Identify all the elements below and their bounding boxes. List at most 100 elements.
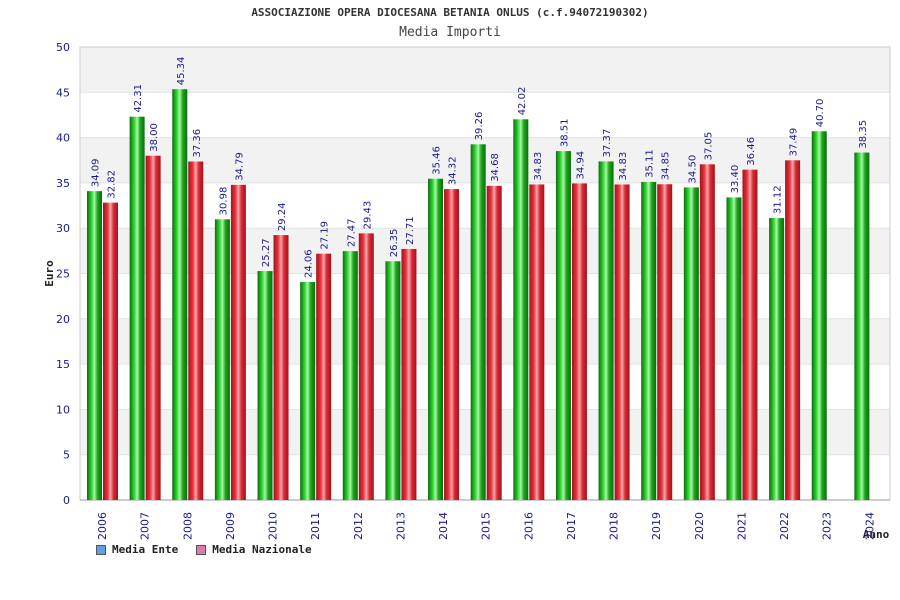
bar-media-ente-2012 bbox=[342, 251, 358, 500]
data-label: 27.47 bbox=[346, 218, 357, 247]
data-label: 24.06 bbox=[304, 249, 315, 278]
bar-media-ente-2008 bbox=[172, 89, 188, 500]
bar-media-nazionale-2015 bbox=[486, 185, 502, 500]
bar-media-ente-2010 bbox=[257, 271, 273, 500]
x-tick-label: 2014 bbox=[437, 512, 450, 540]
y-tick-label: 30 bbox=[56, 222, 70, 235]
bar-media-ente-2006 bbox=[87, 191, 102, 500]
bar-media-nazionale-2006 bbox=[103, 202, 118, 500]
x-tick-label: 2018 bbox=[608, 512, 621, 540]
y-tick-label: 35 bbox=[56, 177, 70, 190]
x-tick-label: 2012 bbox=[352, 512, 365, 540]
bar-media-nazionale-2007 bbox=[145, 155, 161, 500]
data-label: 34.50 bbox=[687, 155, 698, 184]
bar-media-ente-2014 bbox=[428, 178, 444, 500]
bar-media-ente-2007 bbox=[129, 116, 145, 501]
data-label: 40.70 bbox=[815, 99, 826, 128]
data-label: 37.36 bbox=[192, 129, 203, 158]
data-label: 42.31 bbox=[133, 84, 144, 113]
x-tick-label: 2009 bbox=[224, 512, 237, 540]
bar-media-nazionale-2020 bbox=[699, 164, 715, 500]
bar-media-nazionale-2016 bbox=[529, 184, 545, 501]
y-tick-label: 0 bbox=[63, 494, 70, 507]
data-label: 33.40 bbox=[730, 165, 741, 194]
x-tick-label: 2022 bbox=[778, 512, 791, 540]
plot-band bbox=[80, 92, 890, 138]
data-label: 31.12 bbox=[773, 185, 784, 214]
x-tick-label: 2008 bbox=[181, 512, 194, 540]
legend-swatch-media-ente bbox=[96, 544, 106, 555]
bar-media-nazionale-2013 bbox=[401, 248, 417, 500]
data-label: 32.82 bbox=[107, 170, 118, 199]
x-tick-label: 2015 bbox=[480, 512, 493, 540]
legend-item-media-ente: Media Ente bbox=[96, 543, 178, 556]
x-axis-title: Anno bbox=[863, 528, 890, 541]
x-tick-label: 2024 bbox=[863, 512, 876, 540]
y-axis-title: Euro bbox=[43, 260, 56, 287]
x-tick-label: 2016 bbox=[522, 512, 535, 540]
bar-media-nazionale-2008 bbox=[188, 161, 204, 500]
y-tick-label: 15 bbox=[56, 358, 70, 371]
bar-media-nazionale-2009 bbox=[230, 184, 246, 500]
bar-media-ente-2020 bbox=[683, 187, 699, 500]
data-label: 35.11 bbox=[645, 149, 656, 178]
data-label: 34.09 bbox=[90, 159, 101, 188]
x-tick-label: 2021 bbox=[735, 512, 748, 540]
bar-media-nazionale-2021 bbox=[742, 169, 758, 500]
bar-media-nazionale-2014 bbox=[444, 189, 460, 501]
data-label: 37.49 bbox=[789, 128, 800, 157]
data-label: 34.94 bbox=[575, 151, 586, 180]
data-label: 45.34 bbox=[176, 57, 187, 86]
y-tick-label: 50 bbox=[56, 41, 70, 54]
data-label: 27.19 bbox=[320, 221, 331, 250]
bar-media-ente-2009 bbox=[214, 219, 230, 500]
legend-item-media-nazionale: Media Nazionale bbox=[196, 543, 312, 556]
bar-media-ente-2021 bbox=[726, 197, 742, 500]
bar-media-nazionale-2018 bbox=[614, 184, 630, 501]
y-tick-label: 20 bbox=[56, 313, 70, 326]
bar-media-ente-2022 bbox=[769, 218, 785, 500]
x-tick-label: 2017 bbox=[565, 512, 578, 540]
data-label: 29.43 bbox=[362, 201, 373, 230]
data-label: 34.79 bbox=[234, 152, 245, 181]
bar-media-ente-2015 bbox=[470, 144, 486, 501]
x-tick-label: 2010 bbox=[267, 512, 280, 540]
data-label: 26.35 bbox=[389, 229, 400, 258]
data-label: 25.27 bbox=[261, 238, 272, 267]
data-label: 29.24 bbox=[277, 202, 288, 231]
data-label: 35.46 bbox=[432, 146, 443, 175]
plot-band bbox=[80, 47, 890, 93]
legend-swatch-media-nazionale bbox=[196, 544, 207, 555]
legend-label-media-nazionale: Media Nazionale bbox=[212, 543, 312, 556]
data-label: 37.05 bbox=[703, 132, 714, 161]
bar-media-nazionale-2017 bbox=[571, 183, 587, 500]
data-label: 34.83 bbox=[533, 152, 544, 181]
data-label: 34.85 bbox=[661, 152, 672, 181]
y-tick-label: 5 bbox=[63, 449, 70, 462]
x-tick-label: 2013 bbox=[394, 512, 407, 540]
x-tick-label: 2011 bbox=[309, 512, 322, 540]
bar-media-nazionale-2019 bbox=[657, 184, 673, 500]
x-tick-label: 2023 bbox=[821, 512, 834, 540]
data-label: 42.02 bbox=[517, 87, 528, 116]
x-tick-label: 2019 bbox=[650, 512, 663, 540]
bar-media-nazionale-2010 bbox=[273, 235, 289, 500]
bar-media-nazionale-2012 bbox=[358, 233, 374, 500]
data-label: 36.46 bbox=[746, 137, 757, 166]
bar-media-ente-2024 bbox=[854, 152, 870, 500]
data-label: 34.32 bbox=[448, 156, 459, 185]
data-label: 38.00 bbox=[149, 123, 160, 152]
data-label: 38.35 bbox=[858, 120, 869, 149]
y-tick-label: 25 bbox=[56, 268, 70, 281]
y-tick-label: 10 bbox=[56, 403, 70, 416]
bar-media-ente-2017 bbox=[555, 151, 571, 500]
data-label: 34.83 bbox=[618, 152, 629, 181]
bar-media-ente-2013 bbox=[385, 261, 401, 500]
bar-media-ente-2016 bbox=[513, 119, 529, 500]
chart-title: ASSOCIAZIONE OPERA DIOCESANA BETANIA ONL… bbox=[251, 6, 649, 19]
data-label: 37.37 bbox=[602, 129, 613, 158]
y-tick-label: 45 bbox=[56, 86, 70, 99]
bar-media-nazionale-2011 bbox=[316, 253, 332, 500]
x-tick-label: 2020 bbox=[693, 512, 706, 540]
x-tick-label: 2007 bbox=[139, 512, 152, 540]
